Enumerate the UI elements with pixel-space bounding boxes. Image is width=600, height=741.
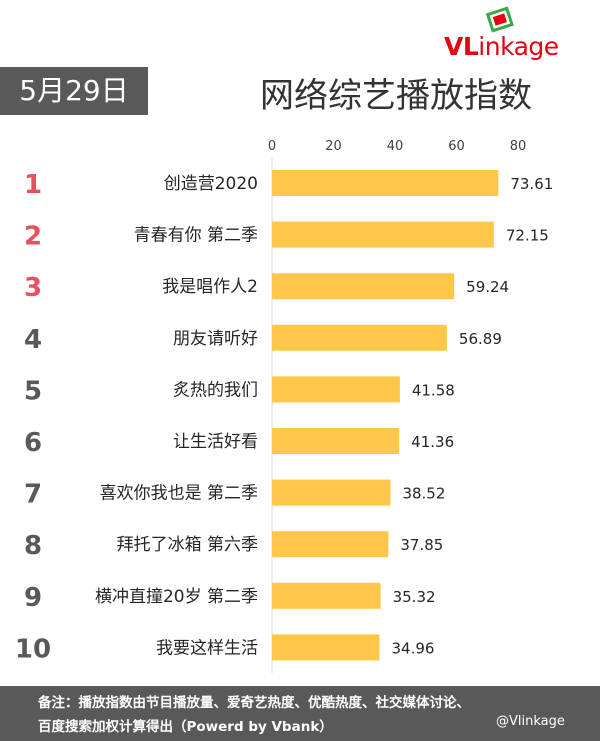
logo-mark-icon (485, 6, 514, 33)
bar (272, 634, 380, 661)
category-label: 让生活好看 (173, 432, 258, 452)
value-label: 56.89 (459, 330, 502, 348)
date-badge: 5月29日 (0, 67, 148, 115)
bar (272, 582, 381, 609)
rank-number: 4 (24, 325, 42, 355)
value-label: 59.24 (466, 278, 509, 296)
rank-number: 7 (24, 480, 42, 510)
rank-number: 5 (24, 376, 42, 406)
rank-number: 8 (24, 531, 42, 561)
x-tick-label: 20 (325, 139, 342, 154)
rank-number: 3 (24, 273, 42, 303)
logo-text: VLinkage (444, 32, 559, 61)
value-label: 35.32 (393, 588, 436, 606)
footer-note-line-1: 备注：播放指数由节目播放量、爱奇艺热度、优酷热度、社交媒体讨论、 (38, 695, 470, 711)
value-label: 41.58 (412, 381, 455, 399)
bar (272, 428, 400, 454)
chart-title: 网络综艺播放指数 (260, 76, 532, 116)
bar (272, 376, 400, 403)
x-tick-label: 80 (510, 139, 527, 154)
category-label: 横冲直撞20岁 第二季 (95, 587, 258, 607)
bar (272, 479, 391, 506)
value-label: 72.15 (506, 227, 549, 245)
bar (272, 221, 494, 248)
category-label: 拜托了冰箱 第六季 (117, 535, 258, 555)
category-label: 炙热的我们 (173, 380, 258, 400)
rank-number: 2 (24, 222, 42, 252)
value-label: 41.36 (411, 433, 454, 451)
value-label: 37.85 (400, 536, 443, 554)
vlinkage-logo: VLinkage (444, 6, 584, 62)
value-label: 73.61 (510, 175, 553, 193)
bar (272, 170, 499, 196)
bar (272, 273, 455, 300)
category-label: 青春有你 第二季 (134, 226, 258, 246)
x-tick-label: 0 (268, 139, 276, 154)
rank-number: 6 (24, 428, 42, 458)
x-tick-label: 40 (387, 139, 404, 154)
x-tick-label: 60 (448, 139, 465, 154)
category-label: 我是唱作人2 (162, 277, 258, 297)
footer-note: 备注：播放指数由节目播放量、爱奇艺热度、优酷热度、社交媒体讨论、 百度搜索加权计… (0, 686, 600, 741)
category-label: 喜欢你我也是 第二季 (100, 484, 258, 504)
category-label: 我要这样生活 (156, 638, 258, 658)
rank-number: 1 (24, 170, 42, 200)
rank-number: 10 (15, 634, 51, 664)
watermark: @Vlinkage (496, 714, 565, 729)
category-label: 朋友请听好 (173, 329, 258, 349)
rank-number: 9 (24, 583, 42, 613)
bar-chart: 0 20 40 60 80 1 创造营2020 73.61 2 青春有你 第二季 72.15 3 我是唱… (15, 139, 553, 673)
bar (272, 531, 389, 558)
footer-note-line-2: 百度搜索加权计算得出（Powerd by Vbank） (38, 719, 333, 735)
value-label: 38.52 (402, 485, 445, 503)
bar (272, 324, 447, 351)
category-label: 创造营2020 (164, 174, 258, 194)
value-label: 34.96 (392, 639, 435, 657)
